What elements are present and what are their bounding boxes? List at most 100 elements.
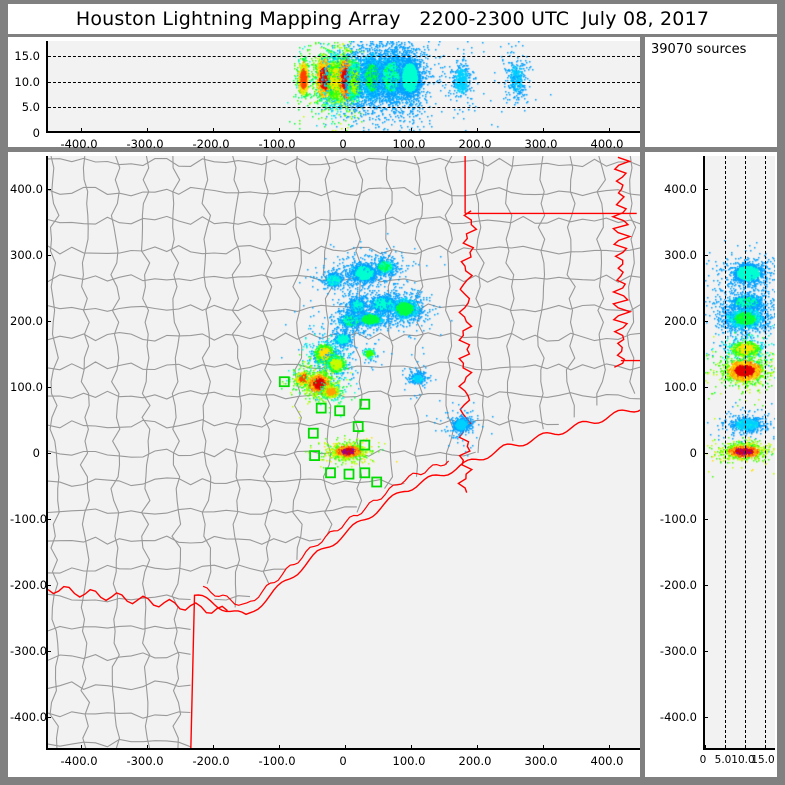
- x-tickmark: [543, 128, 544, 131]
- x-tickmark: [81, 745, 82, 748]
- y-tick-label: -300.0: [659, 644, 697, 658]
- source-count-panel: 39070 sources: [645, 37, 777, 147]
- y-tickmark: [705, 189, 708, 190]
- lma-station-marker: [307, 427, 319, 439]
- y-tickmark: [48, 651, 51, 652]
- x-tickmark: [477, 128, 478, 131]
- lma-station-marker: [352, 421, 364, 433]
- x-tick-label: 0: [699, 754, 707, 766]
- x-tick-label: 5.0: [714, 754, 732, 766]
- lightning-sources-map: [48, 156, 640, 748]
- y-tick-label: -300.0: [10, 644, 48, 658]
- x-tick-label: 100.0: [392, 137, 426, 151]
- x-tickmark: [345, 128, 346, 131]
- x-tick-label: -300.0: [126, 754, 164, 768]
- x-tick-label: 10.0: [731, 754, 755, 766]
- x-tickmark: [213, 128, 214, 131]
- x-tickmark: [147, 128, 148, 131]
- y-tickmark: [705, 321, 708, 322]
- x-tickmark: [81, 128, 82, 131]
- x-tick-label: 200.0: [458, 754, 492, 768]
- x-tickmark: [279, 128, 280, 131]
- lma-station-marker: [371, 476, 383, 488]
- x-tickmark: [609, 745, 610, 748]
- plan-view-map-panel: -400.0 -300.0 -200.0 -100.0 0 100.0 200.0 300.0…: [8, 152, 640, 777]
- altitude-vs-north-south-plot[interactable]: [703, 156, 775, 750]
- y-tick-label: -200.0: [10, 578, 48, 592]
- lightning-sources-right: [705, 156, 775, 748]
- y-tickmark: [48, 255, 51, 256]
- y-tick-label: 100.0: [10, 380, 43, 394]
- x-tickmark: [279, 745, 280, 748]
- lma-station-marker: [309, 450, 321, 462]
- y-tick-label: -400.0: [659, 710, 697, 724]
- x-tickmark: [543, 745, 544, 748]
- altitude-gridline: [48, 56, 640, 58]
- y-tick-label: 5.0: [21, 100, 40, 115]
- y-tickmark: [705, 387, 708, 388]
- x-tick-label: -200.0: [192, 754, 230, 768]
- x-tick-label: 200.0: [458, 137, 492, 151]
- x-tickmark: [609, 128, 610, 131]
- y-tickmark: [705, 651, 708, 652]
- lightning-sources-top: [48, 41, 640, 131]
- lma-station-marker: [359, 439, 371, 451]
- x-tick-label: 400.0: [590, 754, 624, 768]
- lma-station-marker: [278, 376, 290, 388]
- y-tick-label: 100.0: [664, 380, 697, 394]
- y-tick-label: 15.0: [14, 49, 40, 64]
- x-tick-label: 15.0: [751, 754, 775, 766]
- x-tick-label: 100.0: [392, 754, 426, 768]
- x-tick-label: -100.0: [258, 754, 296, 768]
- y-tickmark: [705, 717, 708, 718]
- x-tickmark: [765, 745, 766, 748]
- y-tick-label: 400.0: [664, 182, 697, 196]
- y-tick-label: 400.0: [10, 182, 43, 196]
- x-tick-label: -300.0: [126, 137, 164, 151]
- lma-station-marker: [325, 467, 336, 479]
- y-tick-label: 200.0: [664, 314, 697, 328]
- altitude-gridline: [765, 156, 766, 748]
- x-tick-label: 300.0: [524, 137, 558, 151]
- lma-station-marker: [359, 398, 371, 410]
- x-tick-label: -200.0: [192, 137, 230, 151]
- title-bar: Houston Lightning Mapping Array 2200-230…: [8, 4, 777, 34]
- x-tickmark: [213, 745, 214, 748]
- y-tick-label: 200.0: [10, 314, 43, 328]
- x-tick-label: 400.0: [590, 137, 624, 151]
- y-tickmark: [48, 321, 51, 322]
- y-tick-label: 0: [32, 126, 40, 140]
- y-tick-label: 300.0: [10, 248, 43, 262]
- altitude-gridline: [48, 81, 640, 83]
- x-tickmark: [725, 745, 726, 748]
- altitude-gridline: [745, 156, 746, 748]
- altitude-gridline: [48, 107, 640, 109]
- x-tickmark: [147, 745, 148, 748]
- y-tickmark: [48, 717, 51, 718]
- y-tick-label: -100.0: [659, 512, 697, 526]
- lma-station-marker: [315, 402, 327, 414]
- x-tick-label: -100.0: [258, 137, 296, 151]
- y-tickmark: [48, 453, 51, 454]
- y-tickmark: [48, 56, 51, 58]
- y-tick-label: 0: [689, 446, 697, 460]
- plan-view-map-plot[interactable]: [46, 156, 640, 750]
- y-tickmark: [48, 107, 51, 109]
- lma-station-markers: [278, 376, 383, 488]
- altitude-vs-east-west-panel: -400.0 -300.0 -200.0 -100.0 0 100.0 200.0 300.0…: [8, 37, 640, 151]
- y-tick-label: -200.0: [659, 578, 697, 592]
- y-tick-label: 10.0: [14, 74, 40, 89]
- x-tick-label: 300.0: [524, 754, 558, 768]
- y-tick-label: -100.0: [10, 512, 48, 526]
- altitude-gridline: [725, 156, 726, 748]
- y-tickmark: [705, 519, 708, 520]
- y-tickmark: [48, 81, 51, 83]
- y-tickmark: [705, 585, 708, 586]
- y-tickmark: [705, 255, 708, 256]
- altitude-vs-east-west-plot[interactable]: [46, 41, 640, 133]
- x-tick-label: 0: [339, 754, 347, 768]
- y-tickmark: [48, 519, 51, 520]
- y-tick-label: 300.0: [664, 248, 697, 262]
- x-tick-label: -400.0: [60, 137, 98, 151]
